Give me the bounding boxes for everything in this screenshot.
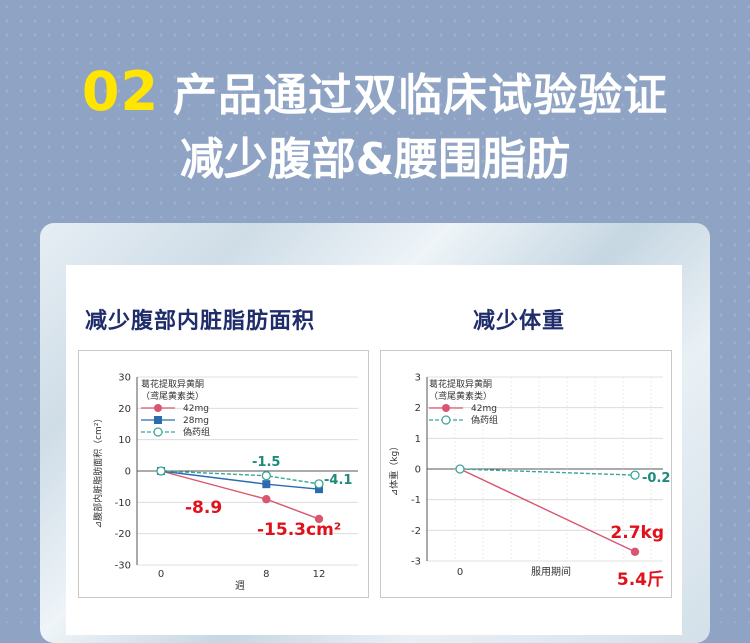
title-text-1: 产品通过双临床试验验证 [173,70,669,121]
data-annotation: -8.9 [185,498,222,518]
data-annotation: -1.5 [252,455,280,470]
data-annotation: 2.7kg [610,523,664,543]
y-tick-label: -30 [115,561,131,572]
data-point [455,464,465,474]
data-point [630,470,640,480]
data-point [261,471,271,481]
chart-1-box: 30 20 10 0 -10 -20 -30 0 8 12 週 ⊿腹部内脏脂肪面积（cm²） 葛花提取异… [78,350,369,598]
legend-title: 葛花提取异黄酮 [429,378,492,390]
y-tick-label: 1 [415,434,421,445]
y-tick-label: -3 [411,557,421,568]
legend-subtitle: （鸢尾黄素类） [429,390,492,402]
data-point [314,514,324,524]
y-tick-label: 20 [118,404,131,415]
series-line [459,468,636,476]
title-line-2: 减少腹部&腰围脂肪 [179,134,571,185]
legend-label: 42mg [471,404,497,414]
y-tick-label: -10 [115,498,131,509]
legend-label: 42mg [183,404,209,414]
data-annotation: 5.4斤 [617,570,664,590]
y-tick-label: 2 [415,403,421,414]
legend-marker [153,427,163,437]
legend-label: 偽药组 [471,414,498,426]
title-line-1: 02 产品通过双临床试验验证 [0,62,750,126]
data-annotation: -4.1 [324,473,352,488]
y-tick-label: 30 [118,373,131,384]
chart-2-body-weight: 3 2 1 0 -1 -2 -3 0 服用期间 ⊿体重（kg） 葛花提取异黄酮（鸢尾黄素类） 42mg… [388,373,670,591]
data-annotation: -15.3cm² [257,520,341,540]
chart-2-box: 3 2 1 0 -1 -2 -3 0 服用期间 ⊿体重（kg） 葛花提取异黄酮 （鸢尾黄素类） 42mg… [380,350,672,598]
x-tick-label: 0 [158,569,164,580]
x-tick-label: 0 [457,567,463,578]
data-point [156,466,166,476]
legend-title: 葛花提取异黄酮 [141,378,204,390]
chart-2-heading: 减少体重 [473,309,566,334]
x-tick-label: 12 [313,569,326,580]
y-tick-label: 3 [415,373,421,384]
data-point [314,479,324,489]
chart-1-visceral-fat: 30 20 10 0 -10 -20 -30 0 8 12 週 ⊿腹部内脏脂肪面积（cm²） 葛花提取异… [92,373,358,592]
y-tick-label: -2 [411,526,421,537]
y-tick-label: 0 [415,465,421,476]
title-number: 02 [81,60,160,123]
x-axis-label: 服用期间 [531,565,571,578]
legend-marker [442,404,450,412]
y-tick-label: 10 [118,435,131,446]
legend-marker [441,415,451,425]
legend-label: 28mg [183,416,209,426]
y-axis-label: ⊿体重（kg） [388,442,400,496]
legend-subtitle: （鸢尾黄素类） [141,390,204,402]
legend-label: 偽药组 [183,426,210,438]
y-tick-label: -20 [115,529,131,540]
legend-marker [154,404,162,412]
legend-marker [154,416,162,424]
data-point [262,480,271,489]
series-line [459,468,636,553]
x-tick-label: 8 [263,569,269,580]
data-point [262,495,271,504]
data-annotation: -0.2 [642,471,670,486]
data-point [630,547,640,556]
chart-1-heading: 减少腹部内脏脂肪面积 [85,309,316,334]
y-tick-label: 0 [125,467,131,478]
data-point [315,485,323,494]
y-tick-label: -1 [411,495,421,506]
x-axis-label: 週 [235,580,245,592]
page-title: 02 产品通过双临床试验验证 减少腹部&腰围脂肪 [0,62,750,190]
y-axis-label: ⊿腹部内脏脂肪面积（cm²） [92,414,104,529]
